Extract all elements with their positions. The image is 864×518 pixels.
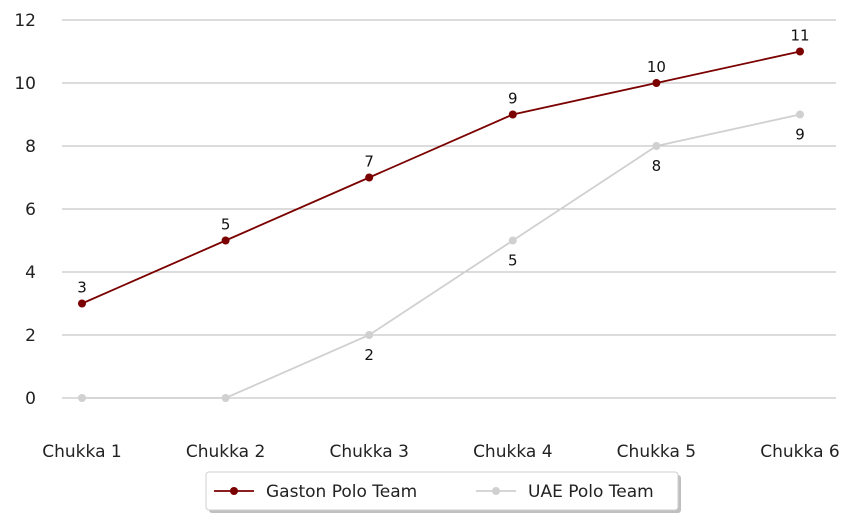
series-line [82, 113, 801, 399]
data-point [508, 236, 517, 245]
legend-entry[interactable]: Gaston Polo Team [214, 482, 417, 502]
y-tick-label: 6 [25, 200, 36, 220]
data-label: 11 [790, 27, 809, 45]
data-point [796, 110, 804, 119]
data-point [652, 142, 661, 150]
y-tick-label: 10 [14, 74, 36, 94]
legend-box [205, 471, 679, 511]
data-label: 8 [652, 157, 662, 175]
x-tick-label: Chukka 1 [42, 442, 121, 462]
series-layer [78, 47, 804, 402]
x-tick-label: Chukka 5 [617, 442, 696, 462]
y-tick-label: 2 [25, 326, 36, 346]
data-point [652, 79, 661, 87]
legend[interactable]: Gaston Polo Team UAE Polo Team [205, 471, 681, 513]
y-tick-label: 8 [25, 137, 36, 157]
x-tick-label: Chukka 6 [760, 442, 839, 462]
legend-entry[interactable]: UAE Polo Team [476, 482, 654, 502]
data-label: 9 [795, 126, 805, 144]
x-tick-label: Chukka 2 [186, 442, 265, 462]
series-line [81, 50, 801, 305]
legend-marker [492, 487, 500, 495]
data-point [508, 110, 517, 119]
grid-lines [62, 19, 836, 399]
y-tick-label: 4 [25, 263, 36, 283]
x-tick-label: Chukka 4 [473, 442, 552, 462]
y-tick-label: 12 [14, 11, 36, 31]
data-point [365, 331, 374, 339]
data-labels: 2 5 8 9 3 5 7 9 10 11 [77, 27, 809, 365]
legend-marker [230, 487, 238, 495]
x-axis: Chukka 1 Chukka 2 Chukka 3 Chukka 4 Chukka 5… [42, 442, 839, 462]
legend-label: Gaston Polo Team [266, 482, 417, 502]
data-label: 2 [364, 346, 374, 364]
data-label: 5 [508, 252, 518, 270]
data-point [78, 299, 86, 308]
data-label: 5 [221, 216, 231, 234]
data-point [796, 47, 804, 56]
data-label: 10 [647, 58, 666, 76]
data-label: 7 [364, 153, 374, 171]
data-point [78, 394, 86, 402]
y-tick-label: 0 [25, 389, 36, 409]
x-tick-label: Chukka 3 [329, 442, 408, 462]
data-label: 3 [77, 279, 87, 297]
y-axis: 0 2 4 6 8 10 12 [14, 11, 36, 409]
legend-label: UAE Polo Team [528, 482, 654, 502]
data-point [365, 173, 374, 182]
data-point [221, 236, 230, 245]
data-label: 9 [508, 90, 518, 108]
data-point [221, 394, 230, 402]
